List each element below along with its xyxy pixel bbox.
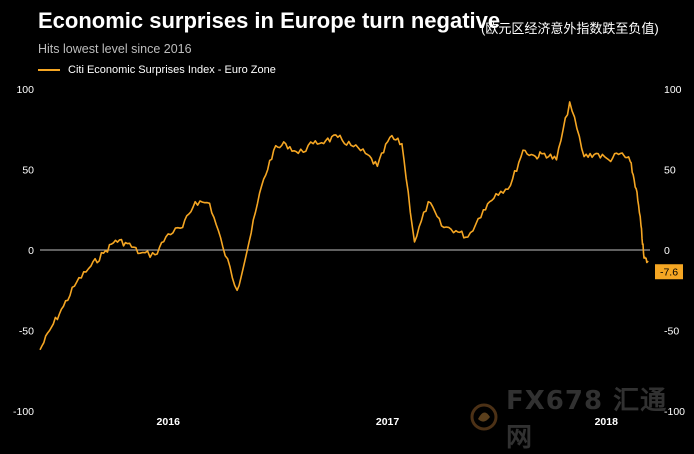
x-tick-label: 2018 bbox=[595, 416, 619, 428]
line-chart: -100 -100 -50 -50 0 0 50 50 100 100 2016 2017 2018 -7… bbox=[13, 84, 685, 428]
chart-subtitle: Hits lowest level since 2016 bbox=[38, 42, 192, 56]
last-value-callout bbox=[655, 264, 683, 280]
x-tick-label: 2016 bbox=[157, 416, 181, 428]
legend-swatch bbox=[38, 69, 60, 71]
legend: Citi Economic Surprises Index - Euro Zon… bbox=[38, 64, 276, 76]
x-tick-label: 2017 bbox=[376, 416, 400, 428]
chart-title: Economic surprises in Europe turn negati… bbox=[38, 8, 501, 33]
y-tick-label-right: -50 bbox=[664, 326, 679, 338]
series-line bbox=[39, 101, 649, 351]
y-tick-label-right: 0 bbox=[664, 245, 670, 257]
y-tick-label-left: 0 bbox=[28, 245, 34, 257]
fx678-logo-icon bbox=[470, 403, 498, 431]
last-value-label: -7.6 bbox=[660, 267, 678, 279]
y-tick-label-left: 100 bbox=[16, 84, 34, 96]
y-tick-label-right: -100 bbox=[664, 406, 685, 418]
y-tick-label-left: -50 bbox=[19, 326, 34, 338]
watermark-text: FX678 汇通网 bbox=[505, 386, 668, 453]
y-tick-label-left: -100 bbox=[13, 406, 34, 418]
y-tick-label-right: 50 bbox=[664, 165, 676, 177]
watermark: FX678 汇通网 bbox=[470, 380, 694, 454]
y-tick-label-right: 100 bbox=[664, 84, 682, 96]
chinese-caption: (欧元区经济意外指数跌至负值) bbox=[481, 21, 659, 36]
legend-label: Citi Economic Surprises Index - Euro Zon… bbox=[68, 64, 276, 76]
y-tick-label-left: 50 bbox=[22, 165, 34, 177]
